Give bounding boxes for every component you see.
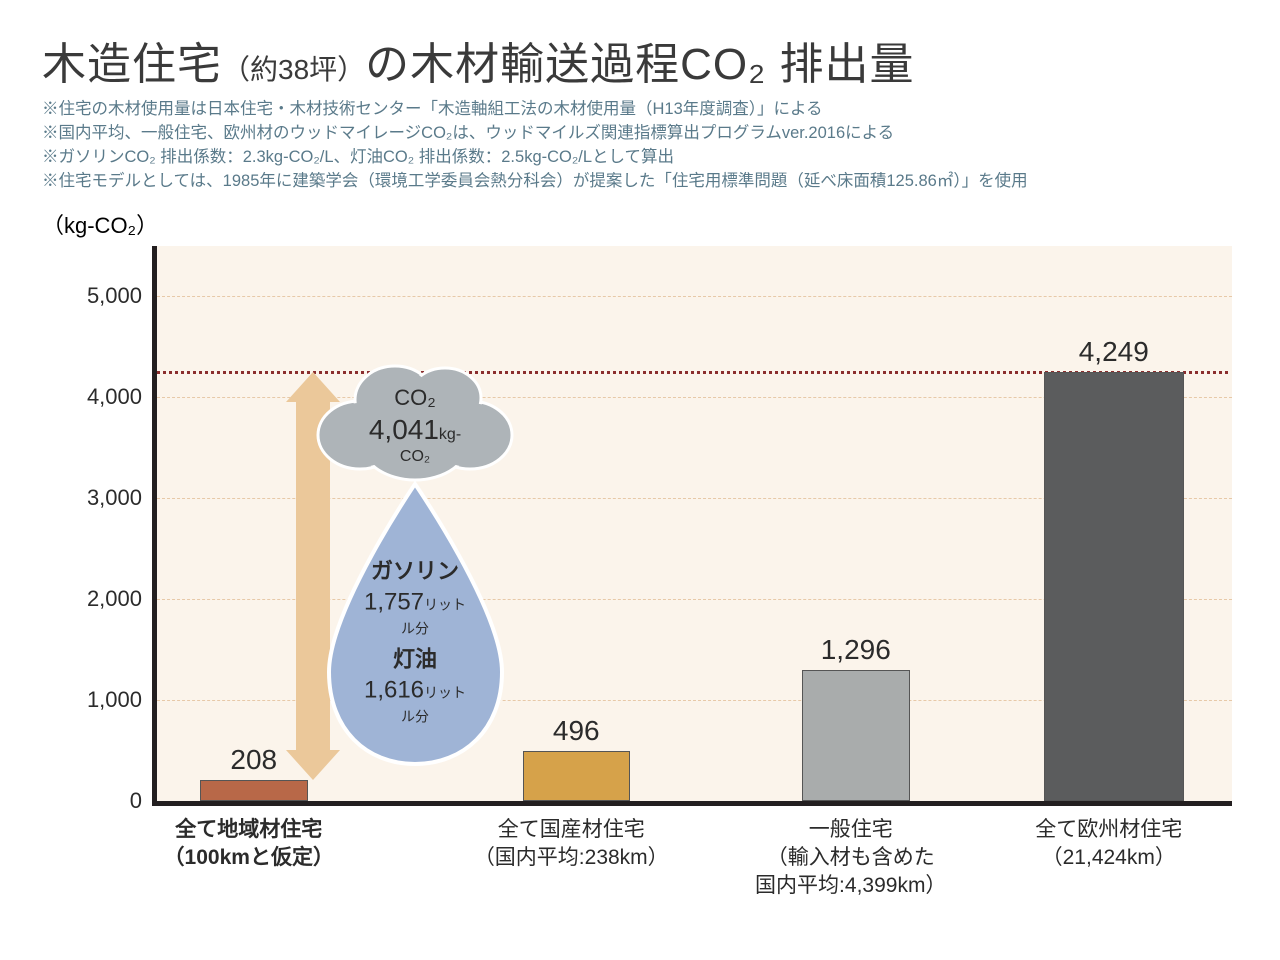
title-rest: の木材輸送過程CO₂ 排出量 xyxy=(365,28,914,92)
y-tick-label: 2,000 xyxy=(62,586,142,612)
x-category-label: 全て地域材住宅（100kmと仮定） xyxy=(164,816,334,873)
chart-area: 01,0002,0003,0004,0005,0002084961,2964,2… xyxy=(72,246,1232,866)
bar-value-label: 1,296 xyxy=(821,634,891,666)
y-tick-label: 5,000 xyxy=(62,283,142,309)
bar-value-label: 496 xyxy=(553,715,600,747)
x-category-label: 一般住宅（輸入材も含めた国内平均:4,399km） xyxy=(755,816,946,901)
footnote-line: ※住宅の木材使用量は日本住宅・木材技術センター「木造軸組工法の木材使用量（H13… xyxy=(42,98,1238,122)
chart-footnotes: ※住宅の木材使用量は日本住宅・木材技術センター「木造軸組工法の木材使用量（H13… xyxy=(42,98,1238,194)
gridline xyxy=(157,296,1232,297)
co2-cloud-callout: CO₂4,041kg-CO₂ xyxy=(305,350,525,495)
bar xyxy=(523,751,631,801)
title-main: 木造住宅 xyxy=(42,28,222,92)
plot-area: 01,0002,0003,0004,0005,0002084961,2964,2… xyxy=(152,246,1232,806)
chart-title: 木造住宅 （約38坪） の木材輸送過程CO₂ 排出量 xyxy=(42,28,1238,92)
y-tick-label: 4,000 xyxy=(62,384,142,410)
bar xyxy=(1044,372,1184,801)
bar-value-label: 4,249 xyxy=(1079,336,1149,368)
bar xyxy=(200,780,308,801)
footnote-line: ※住宅モデルとしては、1985年に建築学会（環境工学委員会熱分科会）が提案した「… xyxy=(42,170,1238,194)
fuel-drop-callout: ガソリン1,757リットル分灯油1,616リットル分 xyxy=(313,480,518,770)
footnote-line: ※国内平均、一般住宅、欧州材のウッドマイレージCO₂は、ウッドマイルズ関連指標算… xyxy=(42,122,1238,146)
bar xyxy=(802,670,910,801)
x-category-label: 全て国産材住宅（国内平均:238km） xyxy=(474,816,669,873)
bar-value-label: 208 xyxy=(230,744,277,776)
title-sub: （約38坪） xyxy=(222,48,365,88)
footnote-line: ※ガソリンCO₂ 排出係数：2.3kg-CO₂/L、灯油CO₂ 排出係数：2.5… xyxy=(42,146,1238,170)
y-tick-label: 3,000 xyxy=(62,485,142,511)
y-tick-label: 1,000 xyxy=(62,687,142,713)
y-axis-label: （kg-CO₂） xyxy=(42,208,1238,240)
y-tick-label: 0 xyxy=(62,788,142,814)
x-category-label: 全て欧州材住宅（21,424km） xyxy=(1035,816,1182,873)
